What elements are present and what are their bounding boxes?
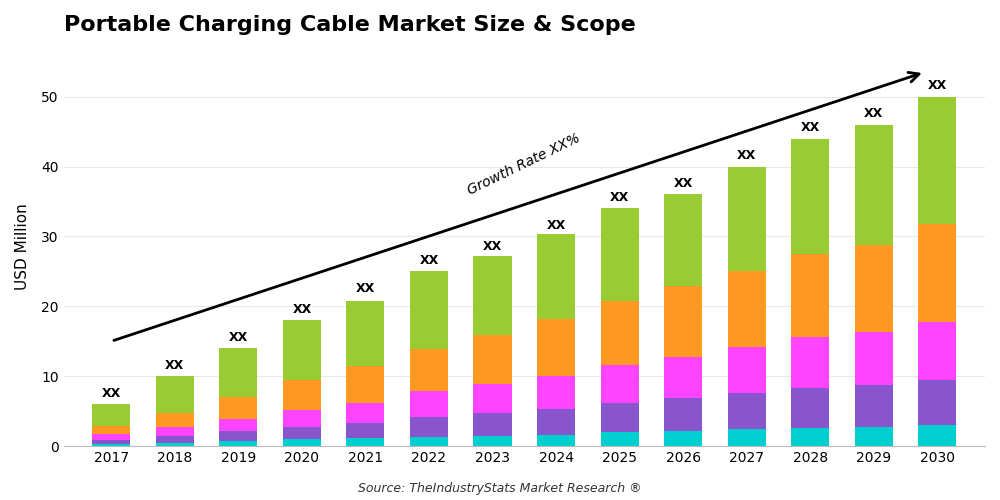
- Bar: [92, 444, 130, 446]
- Bar: [410, 349, 448, 391]
- Bar: [601, 432, 639, 446]
- Bar: [283, 426, 321, 439]
- Bar: [473, 335, 512, 384]
- Bar: [664, 398, 702, 431]
- Bar: [92, 404, 130, 426]
- Bar: [92, 426, 130, 434]
- Bar: [601, 301, 639, 366]
- Text: XX: XX: [801, 122, 820, 134]
- Bar: [92, 434, 130, 440]
- Bar: [346, 438, 384, 446]
- Bar: [791, 254, 829, 337]
- Bar: [410, 391, 448, 417]
- Bar: [410, 418, 448, 436]
- Text: XX: XX: [928, 80, 947, 92]
- Bar: [855, 385, 893, 427]
- Text: XX: XX: [674, 178, 693, 190]
- Bar: [728, 393, 766, 430]
- Text: XX: XX: [610, 192, 629, 204]
- Bar: [601, 208, 639, 301]
- Bar: [791, 428, 829, 446]
- Text: Growth Rate XX%: Growth Rate XX%: [466, 131, 583, 198]
- Bar: [855, 332, 893, 385]
- Text: XX: XX: [356, 282, 375, 295]
- Bar: [537, 376, 575, 410]
- Bar: [918, 96, 956, 224]
- Bar: [728, 272, 766, 347]
- Bar: [537, 434, 575, 446]
- Text: XX: XX: [546, 219, 566, 232]
- Bar: [601, 366, 639, 404]
- Bar: [156, 376, 194, 412]
- Bar: [156, 442, 194, 446]
- Text: XX: XX: [292, 303, 312, 316]
- Bar: [283, 410, 321, 426]
- Bar: [537, 320, 575, 376]
- Bar: [219, 397, 257, 418]
- Bar: [219, 441, 257, 446]
- Text: Source: TheIndustryStats Market Research ®: Source: TheIndustryStats Market Research…: [358, 482, 642, 495]
- Bar: [346, 366, 384, 403]
- Bar: [219, 432, 257, 441]
- Bar: [791, 337, 829, 388]
- Bar: [664, 357, 702, 399]
- Text: XX: XX: [229, 331, 248, 344]
- Bar: [918, 224, 956, 322]
- Text: XX: XX: [165, 359, 184, 372]
- Bar: [219, 348, 257, 397]
- Bar: [537, 234, 575, 320]
- Bar: [601, 404, 639, 432]
- Text: XX: XX: [737, 150, 756, 162]
- Bar: [92, 440, 130, 444]
- Bar: [219, 418, 257, 432]
- Bar: [664, 194, 702, 286]
- Bar: [283, 320, 321, 380]
- Bar: [346, 424, 384, 438]
- Bar: [410, 272, 448, 349]
- Bar: [283, 380, 321, 410]
- Bar: [156, 436, 194, 442]
- Bar: [918, 322, 956, 380]
- Bar: [664, 431, 702, 446]
- Text: XX: XX: [483, 240, 502, 253]
- Bar: [855, 245, 893, 332]
- Bar: [346, 301, 384, 366]
- Bar: [410, 436, 448, 446]
- Bar: [473, 256, 512, 335]
- Y-axis label: USD Million: USD Million: [15, 204, 30, 290]
- Bar: [791, 138, 829, 254]
- Bar: [346, 403, 384, 423]
- Text: Portable Charging Cable Market Size & Scope: Portable Charging Cable Market Size & Sc…: [64, 15, 635, 35]
- Text: XX: XX: [102, 387, 121, 400]
- Text: XX: XX: [419, 254, 439, 267]
- Bar: [791, 388, 829, 428]
- Bar: [855, 124, 893, 245]
- Bar: [918, 425, 956, 446]
- Bar: [283, 439, 321, 446]
- Bar: [918, 380, 956, 425]
- Bar: [664, 286, 702, 357]
- Bar: [728, 166, 766, 272]
- Bar: [537, 410, 575, 434]
- Bar: [473, 436, 512, 446]
- Bar: [855, 427, 893, 446]
- Bar: [156, 412, 194, 426]
- Bar: [728, 347, 766, 393]
- Bar: [473, 384, 512, 413]
- Bar: [156, 426, 194, 436]
- Text: XX: XX: [864, 108, 883, 120]
- Bar: [473, 413, 512, 436]
- Bar: [728, 430, 766, 446]
